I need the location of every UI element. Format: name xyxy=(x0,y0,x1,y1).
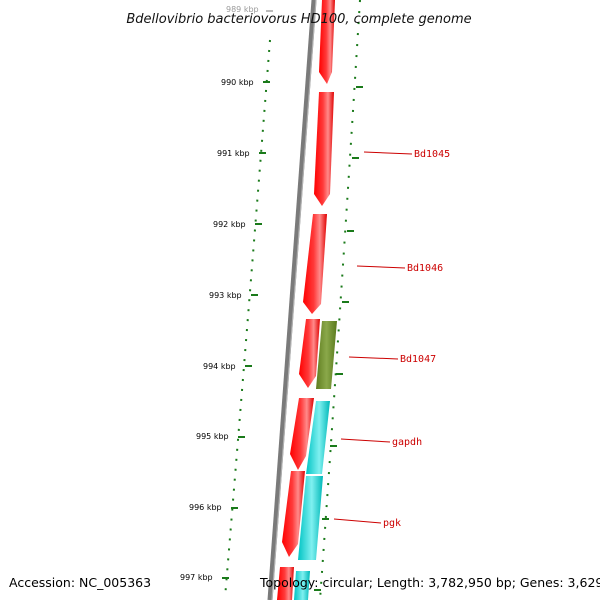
label-leaders xyxy=(333,151,413,524)
genome-backbone xyxy=(267,0,317,600)
gene-red[interactable] xyxy=(277,567,294,600)
gene-olive[interactable] xyxy=(316,321,337,389)
kbp-label: 990 kbp xyxy=(221,78,254,87)
gene-cyan[interactable] xyxy=(306,401,330,474)
gene-label-gapdh[interactable]: gapdh xyxy=(392,437,422,448)
map-title: Bdellovibrio bacteriovorus HD100, comple… xyxy=(126,12,471,27)
inner-dotted-ring xyxy=(319,0,361,600)
gene-red[interactable] xyxy=(282,471,305,557)
gene-label-bd1045[interactable]: Bd1045 xyxy=(414,149,450,160)
gene-red[interactable] xyxy=(299,319,320,388)
kbp-ticks xyxy=(222,81,270,579)
gene-label-bd1047[interactable]: Bd1047 xyxy=(400,354,436,365)
gene-red[interactable] xyxy=(303,214,327,314)
kbp-label: 991 kbp xyxy=(217,149,250,158)
kbp-label: 995 kbp xyxy=(196,432,229,441)
inner-ticks xyxy=(314,86,363,591)
kbp-label: 996 kbp xyxy=(189,503,222,512)
gene-cyan[interactable] xyxy=(294,571,310,600)
gene-red[interactable] xyxy=(319,0,335,84)
gene-red[interactable] xyxy=(290,398,314,470)
gene-label-pgk[interactable]: pgk xyxy=(383,518,401,529)
inner-genes xyxy=(294,321,337,600)
gene-red[interactable] xyxy=(314,92,334,206)
genome-summary-text: Topology: circular; Length: 3,782,950 bp… xyxy=(259,575,600,590)
forward-genes xyxy=(277,0,335,600)
kbp-label: 993 kbp xyxy=(209,291,242,300)
outer-dotted-ring xyxy=(224,39,271,599)
kbp-label-989: 989 kbp xyxy=(226,5,259,14)
kbp-label: 997 kbp xyxy=(180,573,213,582)
gene-label-bd1046[interactable]: Bd1046 xyxy=(407,263,443,274)
gene-labels: Bd1045 Bd1046 Bd1047 gapdh pgk xyxy=(383,149,450,529)
kbp-labels: 990 kbp 991 kbp 992 kbp 993 kbp 994 kbp … xyxy=(180,78,254,582)
kbp-label: 994 kbp xyxy=(203,362,236,371)
gene-cyan[interactable] xyxy=(298,476,323,560)
kbp-label: 992 kbp xyxy=(213,220,246,229)
accession-text: Accession: NC_005363 xyxy=(9,575,151,590)
